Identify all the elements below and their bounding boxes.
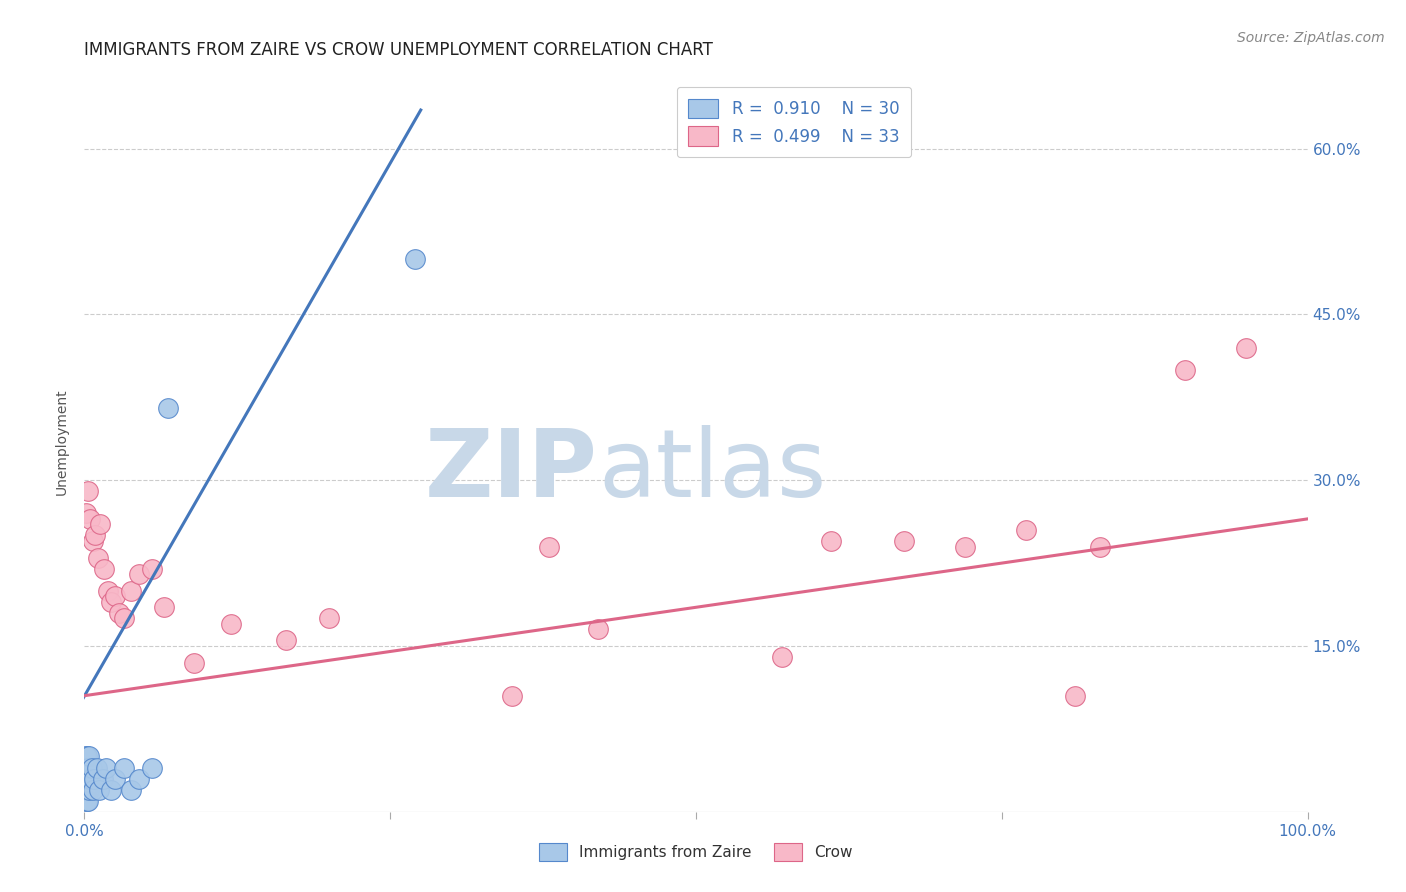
Text: IMMIGRANTS FROM ZAIRE VS CROW UNEMPLOYMENT CORRELATION CHART: IMMIGRANTS FROM ZAIRE VS CROW UNEMPLOYME… [84,41,713,59]
Y-axis label: Unemployment: Unemployment [55,388,69,495]
Point [128,567,150,582]
Point [76,749,98,764]
Point [141,760,163,774]
Point [770,650,793,665]
Text: atlas: atlas [598,425,827,517]
Point [86,760,108,774]
Point [79,512,101,526]
Point [1015,523,1038,537]
Point [76,794,98,808]
Point [93,561,115,575]
Point [404,252,426,267]
Point [76,782,98,797]
Point [538,540,561,554]
Point [107,606,129,620]
Text: ZIP: ZIP [425,425,598,517]
Point [77,794,100,808]
Point [953,540,976,554]
Point [77,484,100,499]
Point [1088,540,1111,554]
Point [586,623,609,637]
Point [128,772,150,786]
Point [100,782,122,797]
Point [84,528,107,542]
Point [75,772,97,786]
Point [318,611,340,625]
Point [276,633,298,648]
Point [141,561,163,575]
Point [153,600,176,615]
Point [76,772,98,786]
Point [112,611,135,625]
Point [96,760,118,774]
Point [120,782,142,797]
Legend: Immigrants from Zaire, Crow: Immigrants from Zaire, Crow [533,838,859,867]
Text: Source: ZipAtlas.com: Source: ZipAtlas.com [1237,31,1385,45]
Point [77,772,100,786]
Point [75,794,97,808]
Point [100,595,122,609]
Point [82,782,104,797]
Point [89,517,111,532]
Point [893,533,915,548]
Point [79,772,101,786]
Point [91,772,114,786]
Point [82,533,104,548]
Point [87,550,110,565]
Point [83,772,105,786]
Point [820,533,842,548]
Point [75,507,97,521]
Point [77,782,100,797]
Point [87,782,110,797]
Point [75,782,97,797]
Point [75,760,97,774]
Point [120,583,142,598]
Point [156,401,179,416]
Point [112,760,135,774]
Point [104,772,127,786]
Point [1174,362,1197,376]
Point [104,589,127,603]
Point [219,616,242,631]
Point [77,749,100,764]
Point [1236,341,1258,355]
Point [80,760,103,774]
Point [1064,689,1087,703]
Point [77,760,100,774]
Point [183,656,205,670]
Point [502,689,524,703]
Point [75,749,97,764]
Point [97,583,120,598]
